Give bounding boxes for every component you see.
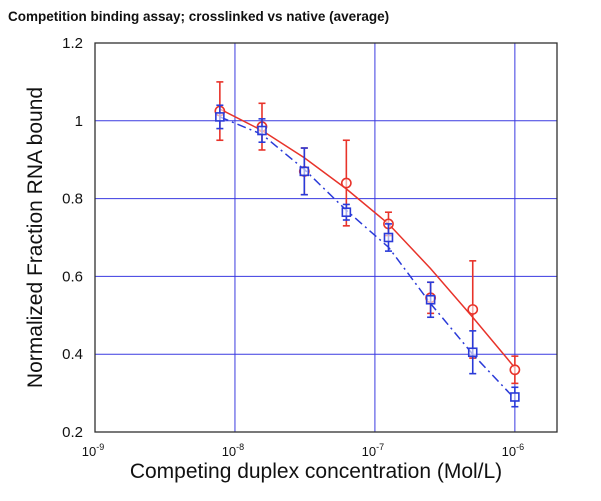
x-tick-label: 10-9 <box>82 442 104 459</box>
series-layer <box>214 81 521 408</box>
data-point-square <box>257 125 267 136</box>
data-point-circle <box>340 177 352 189</box>
series-2 <box>215 104 520 408</box>
x-tick-label: 10-6 <box>502 442 524 459</box>
data-point-square <box>341 207 352 218</box>
y-tick-label: 0.8 <box>62 191 83 208</box>
x-tick-exponent: -6 <box>516 442 524 452</box>
data-point-square <box>383 232 394 243</box>
data-point-circle <box>509 364 521 376</box>
y-tick-label: 0.6 <box>62 268 83 285</box>
y-axis-label: Normalized Fraction RNA bound <box>24 87 47 388</box>
x-tick-exponent: -9 <box>96 442 104 452</box>
data-point-square <box>215 112 225 122</box>
y-tick-label: 1 <box>75 113 83 130</box>
x-axis-ticks: 10-9 10-8 10-7 10-6 <box>82 442 524 459</box>
plot-frame <box>94 42 558 433</box>
data-point-circle <box>467 304 479 315</box>
chart-title: Competition binding assay; crosslinked v… <box>8 9 389 24</box>
y-tick-label: 0.4 <box>62 346 83 363</box>
x-tick-exponent: -8 <box>236 442 244 452</box>
data-point-square <box>510 392 520 402</box>
x-tick-base: 10 <box>502 444 516 459</box>
x-axis-label: Competing duplex concentration (Mol/L) <box>130 460 502 483</box>
x-tick-base: 10 <box>82 444 96 459</box>
plot-grid <box>95 43 557 432</box>
series-1-fit-line <box>219 108 516 369</box>
data-point-square <box>425 294 436 305</box>
x-tick-label: 10-7 <box>362 442 384 459</box>
y-tick-label: 1.2 <box>62 35 83 52</box>
x-tick-label: 10-8 <box>222 442 244 459</box>
y-axis-ticks: 0.2 0.4 0.6 0.8 1 1.2 <box>62 35 83 441</box>
x-tick-base: 10 <box>362 444 376 459</box>
x-tick-exponent: -7 <box>376 442 384 452</box>
data-point-square <box>467 347 478 358</box>
y-tick-label: 0.2 <box>62 424 83 441</box>
x-tick-base: 10 <box>222 444 236 459</box>
data-point-square <box>299 166 310 177</box>
